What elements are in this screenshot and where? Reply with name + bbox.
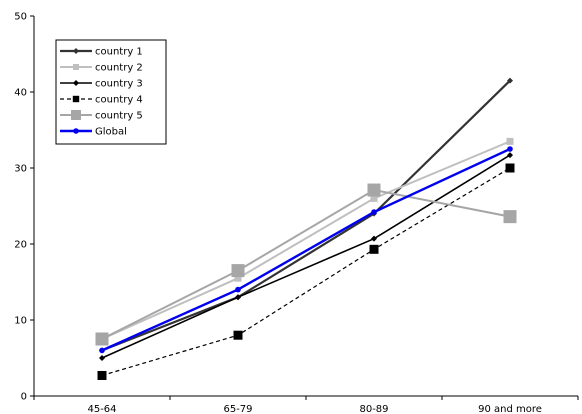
- legend: country 1 country 2 country 3 country 4 coun…: [55, 39, 167, 145]
- plot-area: [95, 77, 517, 380]
- data-point: [503, 210, 517, 224]
- series-line: [101, 154, 511, 359]
- legend-label: country 5: [95, 111, 143, 122]
- series-country-4: [97, 163, 515, 380]
- legend-entry: country 5: [60, 110, 143, 122]
- series-country-3: [99, 152, 513, 361]
- legend-swatch-marker: [72, 95, 80, 103]
- legend-entry: country 4: [60, 95, 143, 106]
- series-line: [101, 79, 511, 352]
- data-point: [231, 264, 245, 278]
- y-tick-label: 10: [14, 316, 27, 327]
- legend-entry: Global: [60, 127, 127, 138]
- series-country-2: [98, 137, 514, 343]
- series-country-5: [95, 183, 517, 346]
- data-point: [369, 244, 379, 254]
- legend-entry: country 2: [60, 63, 143, 74]
- legend-entry: country 3: [60, 79, 143, 90]
- y-tick-label: 0: [21, 392, 27, 403]
- data-point: [506, 137, 514, 145]
- data-point: [371, 209, 377, 215]
- data-point: [97, 370, 107, 380]
- data-point: [235, 294, 241, 301]
- axes: 0 10 20 30 40 50 45-64 65-79 80-89 90 and more: [14, 12, 579, 414]
- data-point: [95, 332, 109, 346]
- data-point: [507, 152, 513, 159]
- legend-swatch-marker: [73, 80, 79, 86]
- legend-label: Global: [95, 127, 127, 138]
- data-point: [99, 347, 105, 354]
- legend-label: country 4: [95, 95, 143, 106]
- series-global: [99, 146, 513, 354]
- legend-entry: country 1: [60, 47, 143, 58]
- series-line: [101, 188, 511, 340]
- series-line: [101, 167, 511, 377]
- legend-swatch-marker: [73, 48, 79, 54]
- series-line: [101, 140, 511, 340]
- data-point: [233, 330, 243, 340]
- data-point: [235, 286, 241, 293]
- legend-swatch-marker: [73, 64, 79, 70]
- data-point: [370, 194, 378, 202]
- y-tick-label: 50: [14, 12, 27, 23]
- x-tick-label: 65-79: [223, 404, 252, 414]
- x-tick-label: 80-89: [359, 404, 388, 414]
- data-point: [507, 146, 513, 152]
- legend-swatch-marker: [71, 110, 81, 120]
- legend-swatch-marker: [73, 128, 79, 134]
- series-line: [101, 147, 511, 352]
- data-point: [99, 355, 105, 361]
- x-tick-label: 45-64: [87, 404, 116, 414]
- legend-label: country 3: [95, 79, 143, 90]
- legend-label: country 2: [95, 63, 143, 74]
- y-tick-label: 30: [14, 164, 27, 175]
- legend-box: [55, 39, 167, 145]
- data-point: [507, 77, 513, 84]
- legend-label: country 1: [95, 47, 143, 58]
- data-point: [367, 183, 381, 197]
- y-tick-label: 20: [14, 240, 27, 251]
- x-tick-label: 90 and more: [478, 404, 542, 414]
- data-point: [234, 274, 242, 282]
- data-point: [371, 235, 377, 242]
- y-tick-label: 40: [14, 88, 27, 99]
- data-point: [505, 163, 515, 173]
